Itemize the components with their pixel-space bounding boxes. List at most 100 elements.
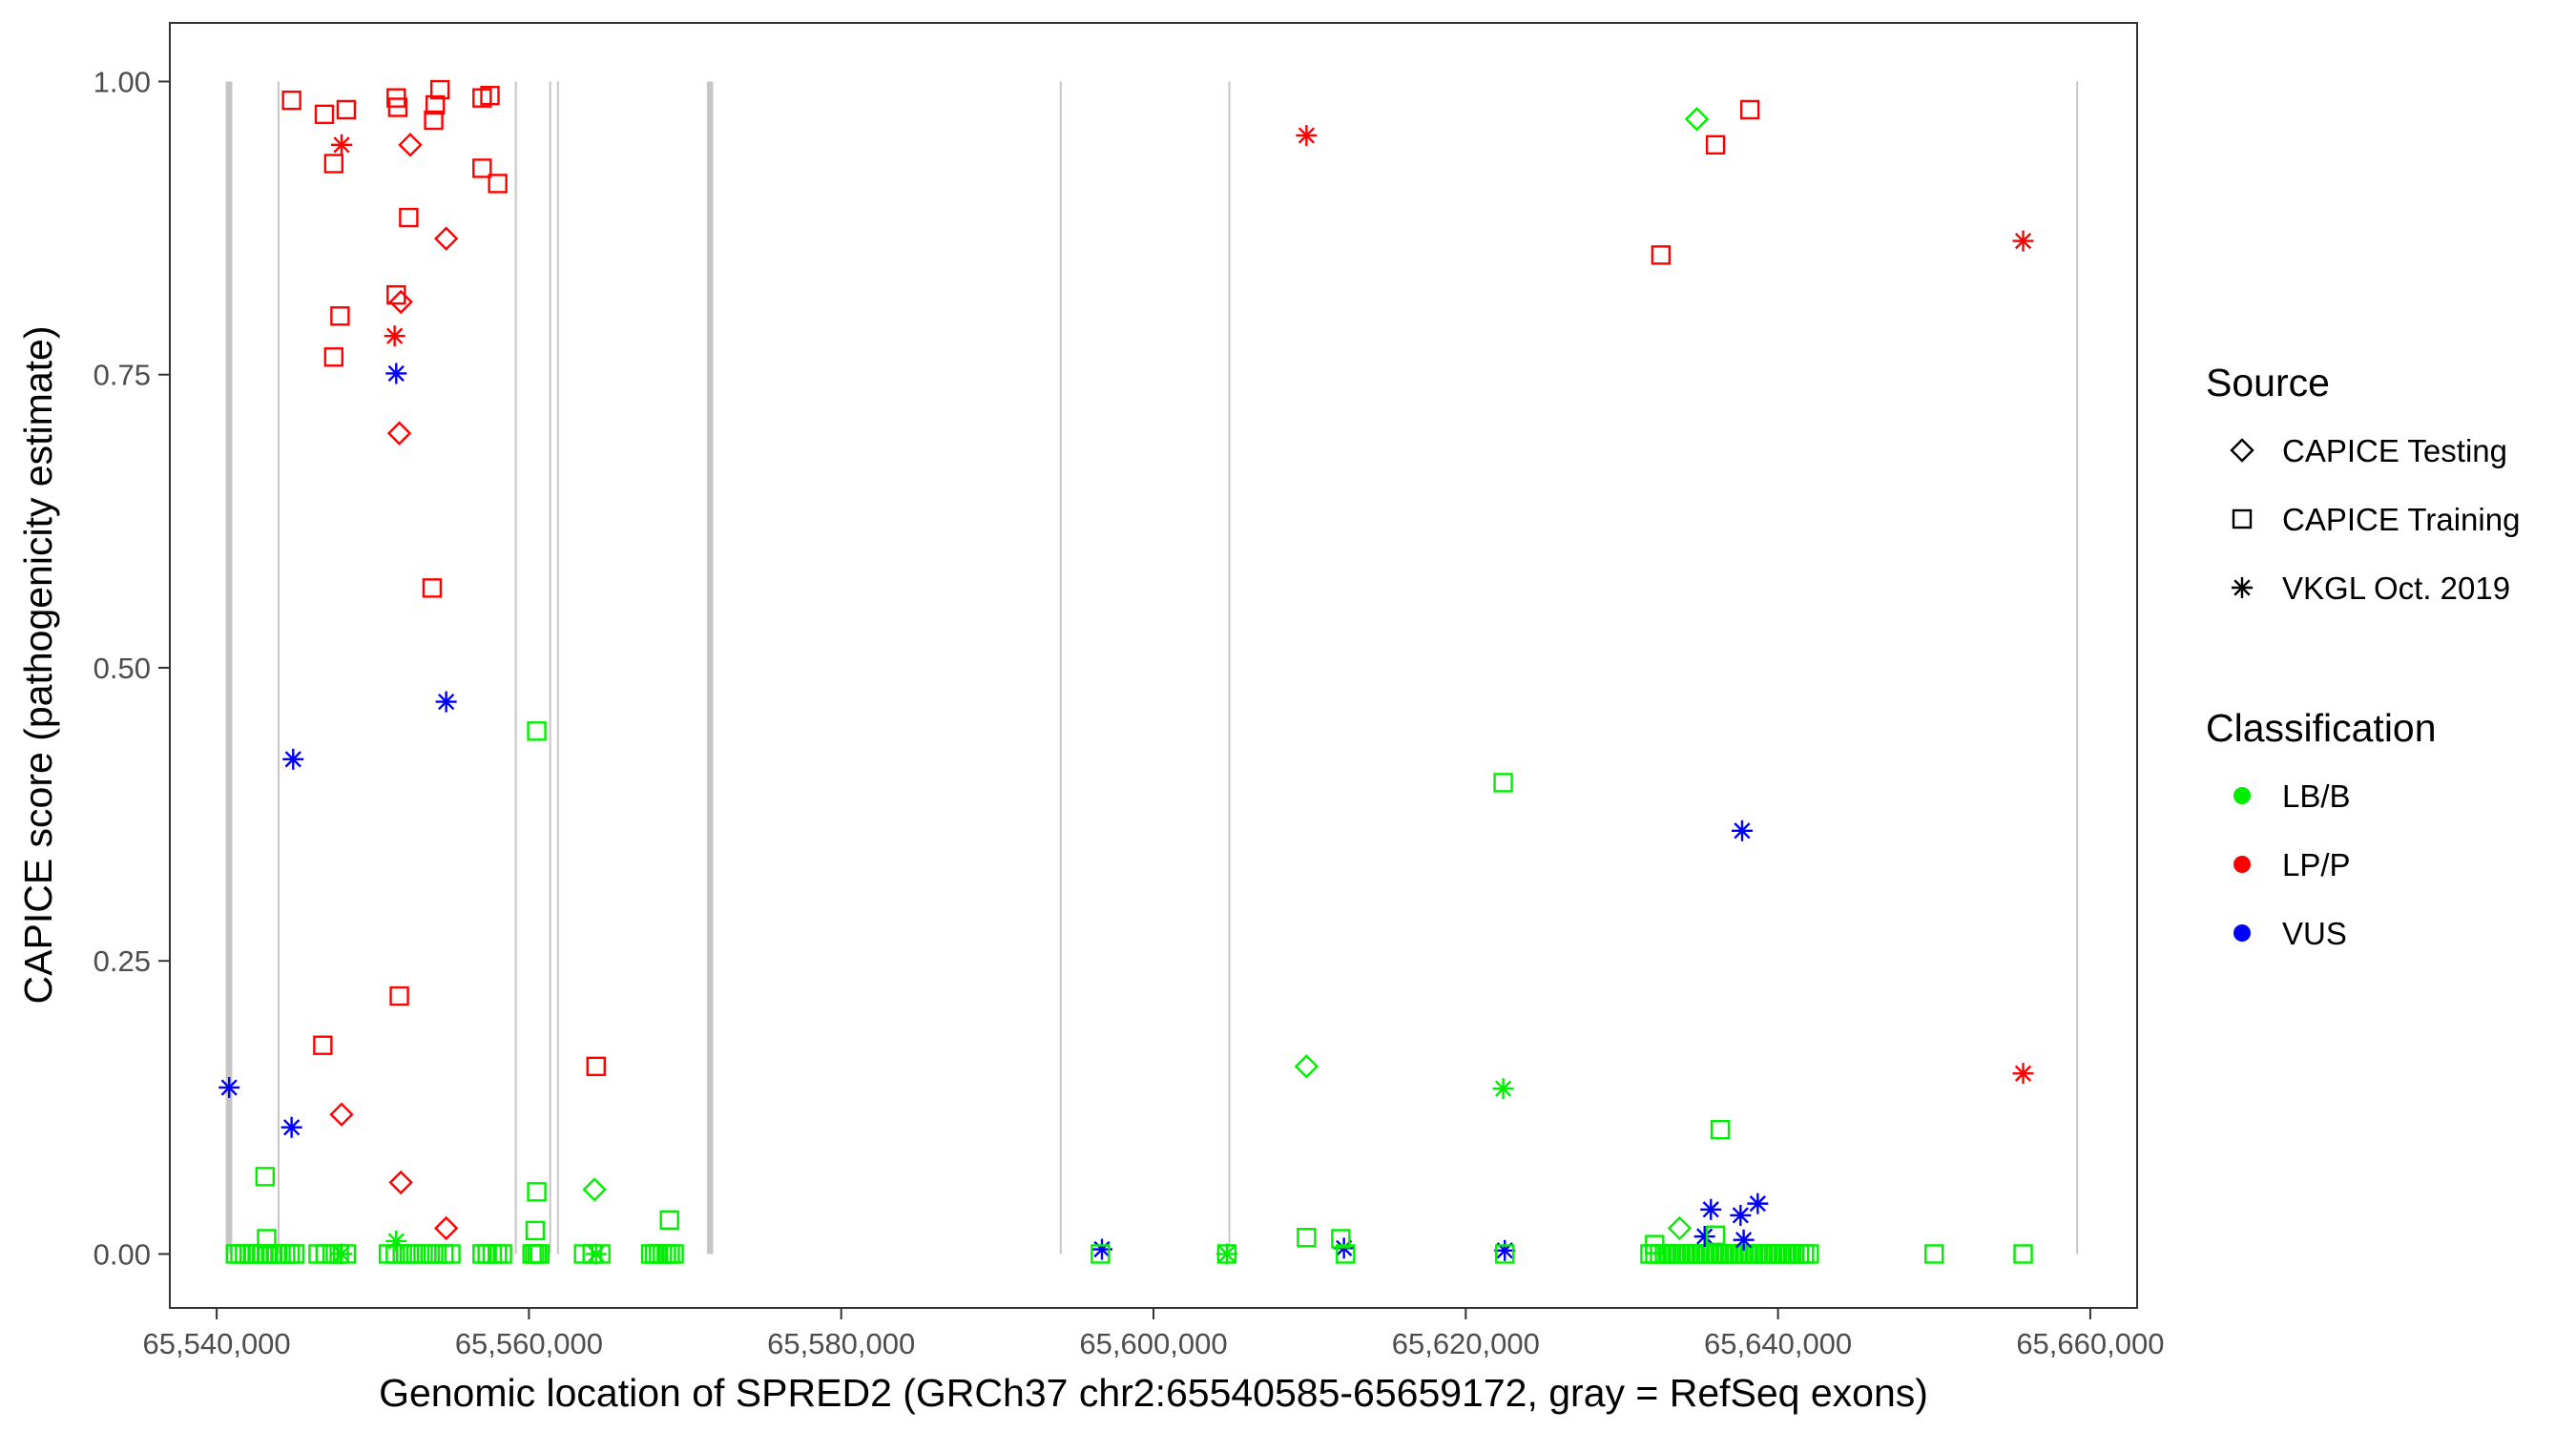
data-point [1731, 819, 1753, 841]
data-point [1336, 1244, 1356, 1264]
data-point [280, 1116, 302, 1138]
data-point [385, 363, 407, 384]
data-point [386, 421, 412, 446]
data-point [1091, 1244, 1111, 1264]
data-point [659, 1210, 679, 1231]
star-stroke [220, 1079, 238, 1096]
legend-label: LB/B [2282, 778, 2351, 814]
star-stroke [2014, 232, 2032, 250]
exon-band [2076, 81, 2079, 1255]
star-stroke [1218, 1245, 1236, 1263]
data-point [1705, 1225, 1726, 1246]
legend-label: VUS [2282, 916, 2347, 951]
data-point [1700, 1198, 1722, 1220]
exon-band [706, 81, 714, 1255]
y-axis-label: CAPICE score (pathogenicity estimate) [16, 326, 60, 1005]
y-tick-label: 0.75 [93, 359, 151, 392]
data-point [1733, 1229, 1755, 1251]
data-point [586, 1056, 606, 1077]
data-point [1667, 1215, 1693, 1241]
x-tick-label: 65,540,000 [143, 1327, 291, 1360]
data-point [384, 325, 405, 347]
legend-classification-title: Classification [2206, 706, 2437, 750]
legend-source-title: Source [2206, 361, 2330, 404]
star-stroke [1735, 1232, 1753, 1249]
data-point [398, 133, 423, 157]
data-point [422, 578, 443, 598]
data-point [527, 721, 547, 741]
star-stroke [1494, 1080, 1512, 1097]
data-point [472, 158, 492, 178]
data-point [1747, 1192, 1769, 1214]
data-point [1495, 1244, 1515, 1264]
data-point [1924, 1244, 1944, 1264]
data-points [218, 79, 2034, 1265]
data-point [336, 99, 357, 120]
data-point [385, 1230, 407, 1252]
legend-source-items: CAPICE Testing CAPICE Training VKGL Oct. 2… [2230, 433, 2520, 606]
data-point [1493, 773, 1513, 793]
star-stroke [333, 136, 350, 154]
data-point [1645, 1234, 1665, 1255]
exon-band [1228, 81, 1231, 1255]
data-point [1215, 1243, 1237, 1265]
data-point [433, 226, 459, 251]
data-point [314, 104, 335, 125]
star-stroke [386, 327, 404, 344]
data-point [488, 174, 508, 194]
data-point [281, 90, 301, 111]
legend: Source CAPICE Testing CAPICE Training VKGL… [2206, 361, 2520, 951]
data-point [331, 1243, 353, 1265]
legend-key [2232, 508, 2253, 529]
star-stroke [588, 1245, 605, 1263]
legend-label: VKGL Oct. 2019 [2282, 570, 2510, 606]
star-stroke [1702, 1201, 1719, 1218]
data-point [435, 691, 457, 713]
data-point [257, 1229, 277, 1249]
legend-label: CAPICE Training [2282, 502, 2520, 537]
legend-key [2232, 577, 2253, 598]
exon-band [277, 81, 280, 1255]
data-point [433, 1215, 459, 1241]
data-point [2012, 230, 2034, 252]
star-stroke [333, 1245, 350, 1263]
exon-band [225, 81, 233, 1255]
legend-key [2230, 438, 2254, 463]
data-point [585, 1243, 607, 1265]
data-point [2012, 1063, 2034, 1085]
data-point [323, 347, 344, 367]
exon-bands [225, 81, 2079, 1255]
y-tick-label: 0.25 [93, 944, 151, 978]
y-tick-label: 0.00 [93, 1237, 151, 1271]
data-point [387, 97, 408, 117]
exon-band [514, 81, 517, 1255]
data-point [492, 1244, 512, 1264]
exon-band [1059, 81, 1062, 1255]
x-tick-label: 65,620,000 [1392, 1327, 1540, 1360]
data-point [1492, 1078, 1514, 1100]
star-stroke [2014, 1065, 2032, 1082]
data-point [664, 1244, 684, 1264]
star-stroke [1696, 1228, 1714, 1245]
star-stroke [2233, 579, 2251, 596]
legend-label: LP/P [2282, 847, 2351, 882]
data-point [388, 289, 413, 315]
data-point [530, 1244, 551, 1264]
legend-label: CAPICE Testing [2282, 433, 2507, 468]
x-tick-label: 65,560,000 [455, 1327, 603, 1360]
data-point [282, 748, 304, 770]
exon-band [556, 81, 559, 1255]
data-point [527, 1182, 547, 1202]
data-point [525, 1220, 546, 1241]
x-tick-label: 65,660,000 [2016, 1327, 2164, 1360]
legend-key [2233, 787, 2251, 804]
x-tick-label: 65,600,000 [1079, 1327, 1227, 1360]
star-stroke [284, 751, 301, 768]
data-point [388, 1170, 413, 1195]
data-point [218, 1076, 240, 1098]
exon-band [549, 81, 551, 1255]
data-point [426, 94, 446, 115]
data-point [1739, 99, 1760, 120]
data-point [424, 110, 444, 131]
data-point [255, 1167, 276, 1187]
